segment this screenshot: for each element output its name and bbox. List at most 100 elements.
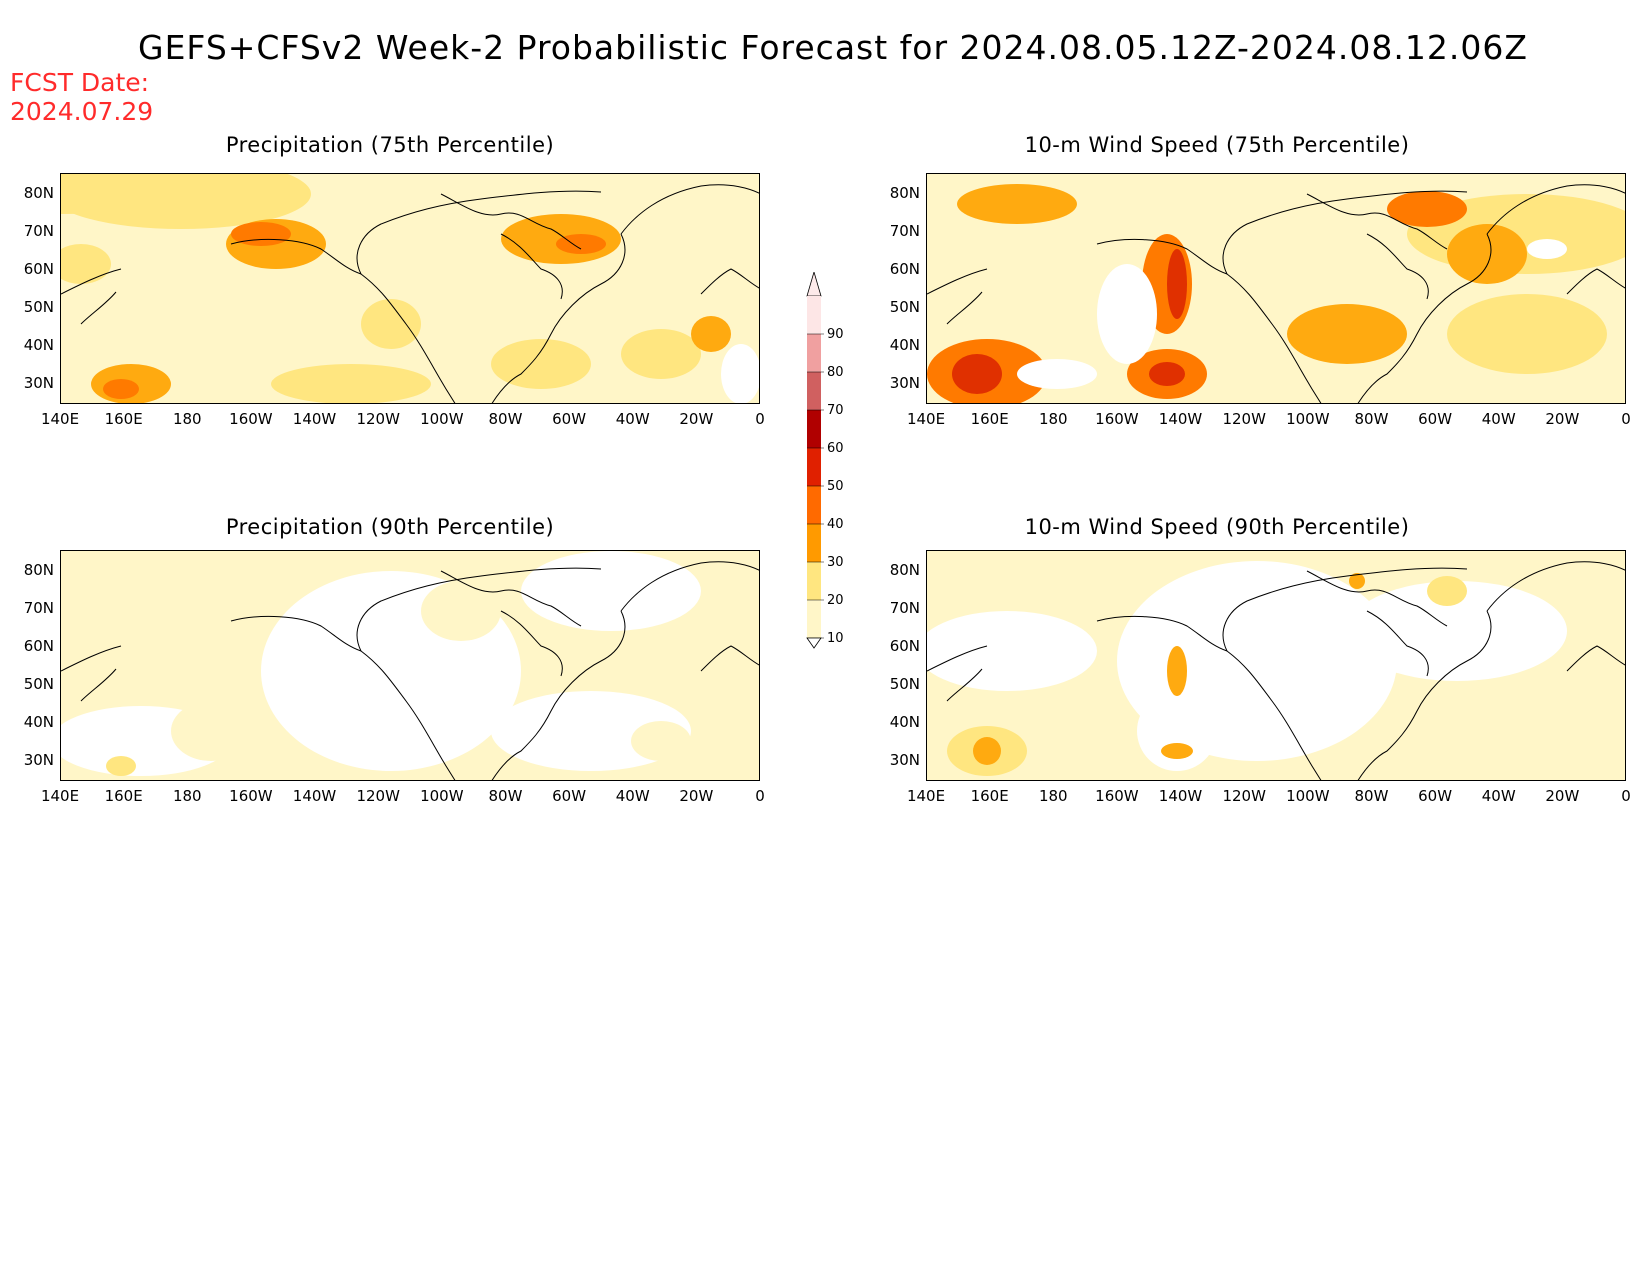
main-title: GEFS+CFSv2 Week-2 Probabilistic Forecast… (138, 28, 1528, 67)
coastline (1306, 193, 1448, 250)
shaded-area (1149, 362, 1185, 386)
shaded-area (1347, 581, 1567, 681)
lon-label: 0 (1621, 410, 1631, 428)
lon-label: 40W (615, 410, 650, 428)
colorbar-tick-label: 80 (827, 365, 844, 380)
lat-label: 30N (23, 374, 54, 392)
shaded-area (61, 244, 111, 284)
colorbar-segment (807, 334, 821, 372)
shaded-area (721, 344, 759, 403)
coastline (500, 233, 563, 300)
shaded-area (106, 756, 136, 776)
shaded-area (927, 611, 1097, 691)
colorbar-tick-label: 50 (827, 479, 844, 494)
coastline (230, 238, 456, 403)
lon-label: 140W (1158, 787, 1203, 805)
colorbar-segment (807, 524, 821, 562)
lon-label: 160W (229, 787, 273, 805)
lat-label: 60N (23, 637, 54, 655)
lon-label: 120W (356, 787, 400, 805)
shaded-area (1017, 359, 1097, 389)
panel-title-wind-90: 10-m Wind Speed (90th Percentile) (1024, 515, 1410, 539)
shaded-area (973, 737, 1001, 765)
shaded-area (421, 581, 501, 641)
lon-label: 160W (1095, 787, 1139, 805)
lat-label: 70N (889, 222, 920, 240)
lon-label: 20W (679, 787, 714, 805)
coastline (1566, 645, 1625, 672)
lon-label: 180 (172, 410, 202, 428)
lon-label: 40W (1481, 410, 1516, 428)
lat-label: 70N (23, 222, 54, 240)
lon-label: 160E (104, 787, 143, 805)
lat-label: 60N (889, 637, 920, 655)
shaded-area (1137, 691, 1217, 771)
lon-label: 160W (1095, 410, 1139, 428)
colorbar-segment (807, 296, 821, 334)
shaded-area (952, 354, 1002, 394)
colorbar-segment (807, 600, 821, 638)
lat-label: 70N (23, 599, 54, 617)
lat-label: 80N (889, 561, 920, 579)
lon-label: 140W (292, 787, 337, 805)
shaded-area (1427, 576, 1467, 606)
lat-label: 30N (23, 751, 54, 769)
forecast-date-value: 2024.07.29 (10, 97, 154, 126)
coastline (700, 645, 759, 672)
lon-label: 180 (1038, 787, 1068, 805)
coastline (1486, 184, 1625, 235)
lon-label: 100W (420, 787, 464, 805)
lon-label: 40W (615, 787, 650, 805)
lon-label: 20W (1545, 410, 1580, 428)
map-field (61, 551, 759, 780)
shaded-area (1387, 191, 1467, 227)
colorbar-segment (807, 486, 821, 524)
colorbar: 10 20 30 40 50 60 70 80 90 (806, 272, 844, 649)
map-field (61, 174, 759, 403)
coastline (927, 268, 988, 325)
lat-label: 50N (889, 675, 920, 693)
map-precip-75 (60, 173, 760, 404)
lon-label: 80W (488, 787, 523, 805)
lon-label: 100W (1286, 787, 1330, 805)
coastline (1366, 233, 1429, 300)
lat-label: 60N (23, 260, 54, 278)
lat-label: 40N (889, 713, 920, 731)
coastline (1357, 610, 1492, 780)
lat-label: 50N (889, 298, 920, 316)
lon-label: 140W (292, 410, 337, 428)
shaded-area (1287, 304, 1407, 364)
lon-label: 0 (755, 787, 765, 805)
shaded-area (1161, 743, 1193, 759)
lon-label: 60W (552, 787, 587, 805)
coastline (1366, 610, 1429, 677)
lon-label: 140E (906, 787, 946, 805)
colorbar-tick-label: 70 (827, 403, 844, 418)
colorbar-segment (807, 448, 821, 486)
lon-label: 120W (1222, 410, 1266, 428)
lat-label: 70N (889, 599, 920, 617)
lon-label: 120W (1222, 787, 1266, 805)
map-field (927, 184, 1625, 403)
lon-label: 60W (1418, 410, 1453, 428)
lat-label: 50N (23, 675, 54, 693)
coastline (440, 570, 582, 627)
lon-label: 40W (1481, 787, 1516, 805)
shaded-area (103, 379, 139, 399)
shaded-area (271, 364, 431, 403)
lon-label: 140E (40, 410, 80, 428)
shaded-area (1167, 646, 1187, 696)
coastline (1486, 561, 1625, 612)
forecast-date-label: FCST Date: (10, 68, 150, 97)
lat-label: 80N (889, 184, 920, 202)
shaded-area (491, 339, 591, 389)
lon-label: 100W (1286, 410, 1330, 428)
lon-label: 20W (679, 410, 714, 428)
lon-label: 80W (488, 410, 523, 428)
coastline (1096, 615, 1322, 780)
lon-label: 100W (420, 410, 464, 428)
coastline (1306, 570, 1448, 627)
colorbar-segment (807, 372, 821, 410)
shaded-area (621, 329, 701, 379)
coastline (1096, 238, 1322, 403)
